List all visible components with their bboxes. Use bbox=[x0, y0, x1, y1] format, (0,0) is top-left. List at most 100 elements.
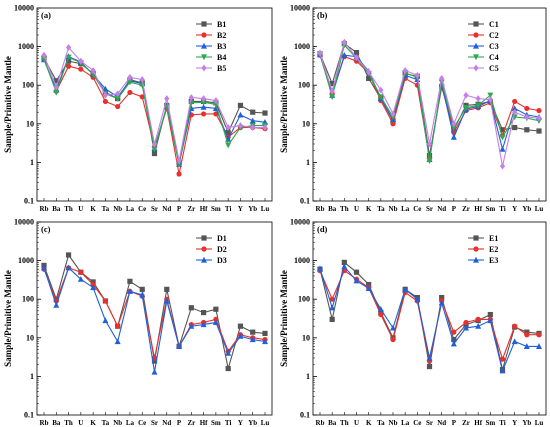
data-point bbox=[225, 365, 231, 372]
x-tick-label: Th bbox=[64, 205, 73, 213]
data-point bbox=[53, 301, 60, 308]
x-tick-label: Sm bbox=[485, 419, 495, 427]
legend-label: D3 bbox=[217, 256, 227, 265]
data-point bbox=[487, 317, 494, 324]
x-tick-label: Y bbox=[238, 419, 243, 427]
data-point bbox=[536, 107, 542, 114]
legend-label: D1 bbox=[217, 234, 227, 243]
legend-marker bbox=[201, 256, 207, 263]
data-point bbox=[329, 94, 336, 101]
data-point bbox=[126, 288, 133, 294]
data-point bbox=[329, 81, 335, 87]
plot-frame bbox=[312, 221, 547, 416]
data-point bbox=[450, 133, 457, 140]
data-point bbox=[487, 96, 493, 104]
x-tick-label: U bbox=[78, 419, 83, 427]
x-tick-label: Sr bbox=[151, 419, 158, 427]
y-tick-label: 10000 bbox=[14, 218, 34, 227]
legend-label: C4 bbox=[489, 53, 499, 62]
data-point bbox=[390, 110, 396, 118]
data-point bbox=[115, 103, 121, 110]
data-point bbox=[438, 79, 445, 86]
data-point bbox=[511, 114, 518, 121]
data-point bbox=[102, 91, 108, 99]
data-point bbox=[451, 336, 457, 343]
legend-label: E1 bbox=[489, 234, 498, 243]
data-point bbox=[329, 304, 336, 311]
data-point bbox=[126, 79, 133, 86]
panel-label: (a) bbox=[41, 10, 51, 20]
chart-panel: 0.1 1 10 100 1000 10000 Rb Ba Th U K Ta Nb La Ce Sr Nd P Z… bbox=[3, 4, 273, 213]
data-point bbox=[353, 269, 360, 275]
data-point bbox=[102, 298, 108, 304]
x-tick-label: Hf bbox=[474, 205, 482, 213]
data-point bbox=[237, 102, 244, 108]
x-tick-label: La bbox=[126, 419, 135, 427]
legend-marker bbox=[473, 246, 479, 252]
y-tick-label: 10 bbox=[26, 333, 34, 342]
data-point bbox=[511, 338, 518, 345]
x-tick-label: K bbox=[366, 205, 372, 213]
series-d3 bbox=[41, 264, 268, 375]
data-point bbox=[536, 128, 542, 134]
data-point bbox=[176, 171, 182, 177]
data-point bbox=[439, 295, 445, 301]
data-point bbox=[114, 95, 121, 102]
data-point bbox=[499, 356, 506, 362]
legend-marker bbox=[473, 42, 479, 49]
data-point bbox=[353, 277, 360, 284]
data-point bbox=[151, 140, 158, 148]
data-point bbox=[65, 252, 72, 258]
y-tick-label: 1 bbox=[30, 372, 34, 381]
data-point bbox=[536, 114, 542, 122]
data-point bbox=[536, 332, 542, 338]
data-point bbox=[499, 145, 506, 152]
x-tick-label: Yb bbox=[248, 419, 257, 427]
data-point bbox=[139, 94, 145, 100]
x-tick-label: U bbox=[354, 205, 359, 213]
legend-marker bbox=[201, 32, 207, 38]
data-point bbox=[201, 95, 207, 102]
plot-frame bbox=[36, 7, 273, 202]
data-point bbox=[426, 363, 433, 370]
legend-marker bbox=[201, 21, 207, 27]
x-tick-label: Zr bbox=[187, 419, 195, 427]
legend-label: E3 bbox=[489, 256, 498, 265]
x-tick-label: Nb bbox=[389, 419, 398, 427]
data-point bbox=[225, 349, 232, 356]
x-tick-label: Rb bbox=[40, 205, 49, 213]
data-point bbox=[225, 124, 231, 131]
x-tick-label: Ba bbox=[52, 419, 61, 427]
x-tick-label: P bbox=[177, 205, 182, 213]
x-tick-label: Y bbox=[238, 205, 243, 213]
plot-frame bbox=[312, 7, 547, 202]
data-point bbox=[200, 321, 207, 328]
data-point bbox=[139, 291, 146, 298]
legend-marker bbox=[473, 21, 479, 27]
data-point bbox=[176, 161, 183, 168]
legend: D1 D2 D3 bbox=[196, 234, 227, 265]
data-point bbox=[377, 94, 384, 101]
chart-panel: 0.1 1 10 100 1000 10000 Rb Ba Th U K Ta Nb La Ce Sr Nd P Z… bbox=[3, 218, 273, 427]
x-tick-label: Ta bbox=[377, 419, 385, 427]
data-point bbox=[499, 367, 506, 374]
data-point bbox=[41, 51, 47, 59]
data-point bbox=[78, 57, 84, 65]
series-c5 bbox=[317, 38, 542, 170]
data-point bbox=[402, 67, 408, 74]
x-tick-label: Yb bbox=[522, 419, 531, 427]
series-b2 bbox=[41, 56, 268, 177]
y-tick-label: 1 bbox=[306, 372, 310, 381]
legend-marker bbox=[473, 64, 479, 72]
panel-label: (d) bbox=[317, 224, 328, 234]
data-point bbox=[475, 322, 482, 329]
x-tick-label: Ta bbox=[377, 205, 385, 213]
x-tick-label: Y bbox=[512, 419, 517, 427]
legend-label: B3 bbox=[217, 42, 226, 51]
x-tick-label: Rb bbox=[316, 205, 325, 213]
panel-label: (b) bbox=[317, 10, 328, 20]
y-tick-label: 0.1 bbox=[300, 411, 310, 420]
x-tick-label: Ti bbox=[499, 419, 506, 427]
y-tick-label: 1000 bbox=[18, 42, 34, 51]
series-line bbox=[319, 269, 539, 362]
